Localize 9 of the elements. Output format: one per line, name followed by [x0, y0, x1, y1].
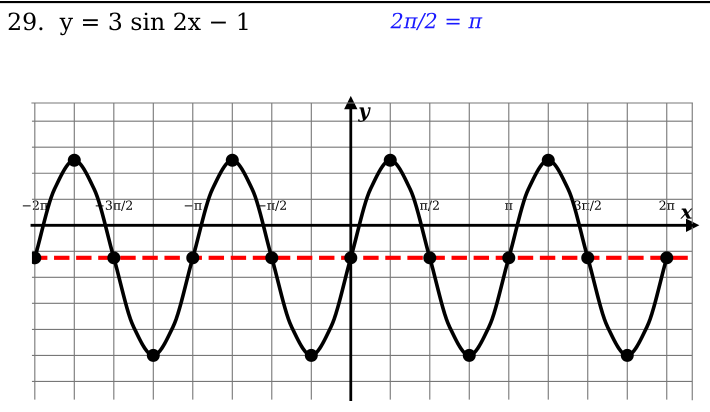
x-tick-label: −π/2: [258, 200, 286, 211]
x-tick-label: π/2: [420, 200, 439, 211]
text: 2π/2 = π: [390, 12, 482, 30]
y-axis-title: y: [358, 107, 371, 122]
x-tick-label: 2π: [660, 200, 674, 210]
x-axis-title: x: [680, 208, 692, 219]
x-tick-label: −π: [184, 203, 202, 210]
chart-title: 29. y = 3 sin 2x − 1: [8, 12, 248, 36]
x-tick-label: π: [505, 203, 512, 210]
